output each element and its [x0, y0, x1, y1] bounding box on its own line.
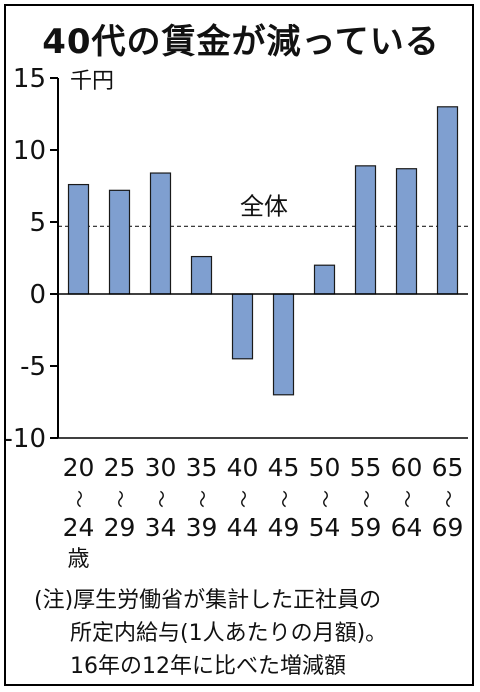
reference-line-label: 全体: [240, 192, 288, 220]
bar: [67, 183, 90, 295]
bar: [395, 168, 418, 295]
x-tick-label-end: 54: [309, 513, 341, 542]
bar-chart: 千円151050-5-10全体20〜2425〜2930〜3435〜3940〜44…: [6, 64, 468, 572]
x-tick-label-end: 49: [268, 513, 300, 542]
x-tick-range-mark: 〜: [68, 490, 89, 508]
x-tick-label-end: 39: [186, 513, 218, 542]
footnote-line-2: 所定内給与(1人あたりの月額)。: [70, 621, 388, 646]
x-tick-label-start: 45: [268, 453, 300, 482]
x-tick-range-mark: 〜: [314, 490, 335, 508]
bar: [190, 255, 213, 295]
x-tick-label-end: 44: [227, 513, 259, 542]
x-tick-range-mark: 〜: [355, 490, 376, 508]
footnote-line-1: (注)厚生労働省が集計した正社員の: [34, 588, 382, 613]
bar: [354, 165, 377, 295]
bar: [436, 106, 459, 295]
bar: [108, 189, 131, 295]
x-tick-label-start: 55: [350, 453, 382, 482]
x-tick-label-start: 50: [309, 453, 341, 482]
x-tick-label-start: 25: [104, 453, 136, 482]
chart-frame: 40代の賃金が減っている 千円 15 10 5 0 -5 -10 全体 20 〜 24 25 〜 29 30…: [4, 4, 474, 686]
y-tick-label: 10: [13, 136, 46, 166]
x-tick-label-start: 20: [63, 453, 95, 482]
bar: [149, 172, 172, 295]
x-tick-range-mark: 〜: [109, 490, 130, 508]
x-tick-label-end: 24: [63, 513, 95, 542]
x-axis-suffix: 歳: [67, 547, 89, 572]
footnote-line-3: 16年の12年に比べた増減額: [70, 654, 346, 679]
x-tick-range-mark: 〜: [232, 490, 253, 508]
x-tick-label-end: 59: [350, 513, 382, 542]
x-tick-label-end: 64: [391, 513, 423, 542]
x-tick-label-start: 40: [227, 453, 259, 482]
x-tick-range-mark: 〜: [191, 490, 212, 508]
footnote: (注)厚生労働省が集計した正社員の 所定内給与(1人あたりの月額)。 16年の1…: [34, 584, 464, 683]
y-unit-label: 千円: [70, 69, 114, 94]
y-tick-label: 5: [29, 208, 46, 238]
x-tick-label-start: 60: [391, 453, 423, 482]
y-tick-label: -10: [6, 424, 46, 454]
x-tick-range-mark: 〜: [396, 490, 417, 508]
x-tick-range-mark: 〜: [150, 490, 171, 508]
bar: [272, 293, 295, 396]
chart-title: 40代の賃金が減っている: [42, 22, 440, 62]
x-tick-label-end: 29: [104, 513, 136, 542]
x-tick-label-end: 69: [432, 513, 464, 542]
x-tick-range-mark: 〜: [273, 490, 294, 508]
x-tick-range-mark: 〜: [437, 490, 458, 508]
bar: [231, 293, 254, 360]
x-tick-label-start: 30: [145, 453, 177, 482]
bar: [313, 264, 336, 295]
y-tick-label: 15: [13, 64, 46, 94]
x-tick-label-start: 35: [186, 453, 218, 482]
x-tick-label-start: 65: [432, 453, 464, 482]
y-tick-label: -5: [20, 352, 46, 382]
y-tick-label: 0: [29, 280, 46, 310]
x-tick-label-end: 34: [145, 513, 177, 542]
